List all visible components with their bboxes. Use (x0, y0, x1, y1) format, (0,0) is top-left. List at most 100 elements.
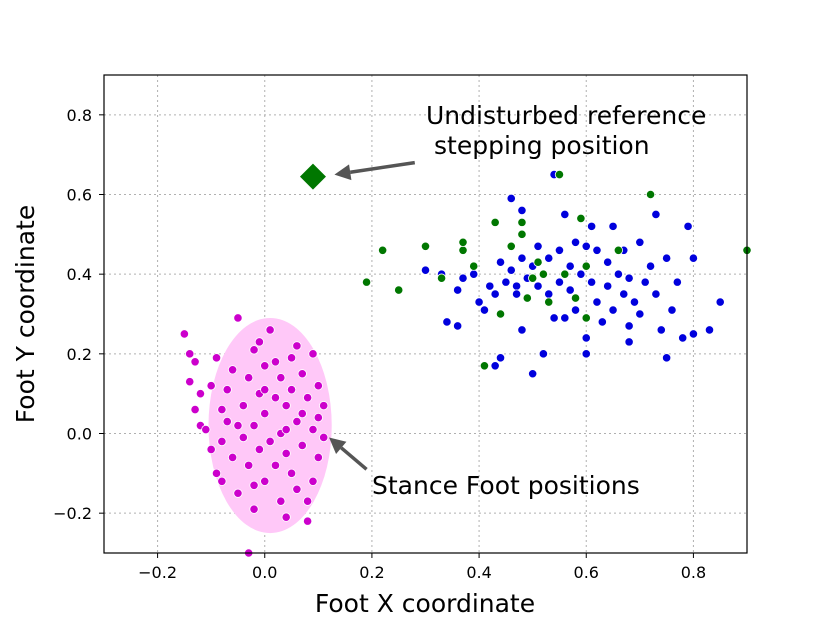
scatter-point-s2-12 (217, 436, 227, 447)
scatter-point-s2-32 (265, 436, 275, 447)
scatter-point-s2-49 (303, 516, 313, 526)
scatter-point-s0-76 (495, 353, 506, 363)
scatter-point-s2-65 (303, 496, 313, 506)
scatter-point-s0-9 (485, 281, 495, 291)
scatter-point-s0-7 (474, 297, 484, 307)
scatter-point-s2-39 (281, 448, 291, 459)
scatter-point-s2-25 (249, 504, 259, 514)
scatter-point-s1-16 (533, 257, 543, 267)
scatter-point-s2-17 (233, 313, 243, 323)
scatter-point-s2-60 (254, 337, 264, 347)
scatter-point-s2-38 (281, 401, 291, 411)
scatter-point-s0-75 (624, 337, 634, 347)
scatter-point-s2-3 (190, 404, 200, 415)
scatter-point-s2-19 (238, 401, 248, 411)
y-axis-label: Foot Y coordinate (11, 205, 40, 423)
y-tick-label-1: 0.0 (67, 425, 92, 444)
scatter-point-s2-54 (313, 452, 323, 462)
scatter-point-s1-24 (581, 313, 591, 323)
scatter-point-s1-9 (490, 217, 500, 227)
scatter-point-s2-14 (222, 416, 232, 427)
scatter-point-s0-19 (517, 205, 527, 216)
scatter-point-s1-12 (517, 229, 527, 239)
scatter-point-s0-58 (635, 309, 645, 319)
scatter-point-s2-9 (211, 353, 222, 363)
scatter-point-s0-64 (662, 253, 672, 263)
scatter-point-s1-14 (522, 293, 532, 303)
scatter-point-s0-31 (554, 245, 565, 255)
annotation-arrow-shaft-1 (340, 446, 368, 471)
reference-step-marker (299, 163, 326, 190)
scatter-point-s1-23 (581, 261, 591, 271)
scatter-point-s0-68 (678, 333, 688, 343)
scatter-point-s2-30 (260, 476, 270, 486)
scatter-point-s0-71 (688, 253, 699, 263)
scatter-point-s0-4 (453, 285, 463, 295)
annotation-text-1-0: Stance Foot positions (372, 471, 640, 500)
scatter-point-s2-43 (292, 416, 302, 427)
x-tick-label-2: 0.2 (359, 563, 384, 582)
scatter-point-s0-25 (538, 349, 548, 359)
scatter-point-s2-56 (319, 401, 329, 411)
scatter-point-s0-28 (544, 253, 554, 263)
plot-frame (103, 74, 748, 554)
scatter-point-s0-62 (651, 289, 661, 299)
x-tick-label-5: 0.8 (681, 563, 706, 582)
scatter-point-s1-20 (560, 269, 570, 279)
scatter-point-s1-4 (436, 273, 447, 283)
scatter-point-s1-17 (538, 269, 548, 279)
scatter-point-s0-0 (420, 265, 431, 275)
scatter-point-s2-6 (201, 424, 211, 435)
reference-marker-layer (299, 163, 326, 190)
scatter-point-s0-70 (688, 329, 699, 339)
scatter-point-s2-53 (313, 381, 323, 391)
scatter-point-s0-8 (479, 305, 490, 315)
scatter-point-s2-10 (211, 468, 222, 478)
scatter-point-s0-13 (501, 277, 511, 287)
scatter-point-s2-40 (286, 353, 297, 363)
scatter-point-s1-25 (613, 245, 624, 255)
scatter-point-s0-66 (667, 305, 677, 315)
scatter-point-s0-46 (597, 317, 607, 327)
scatter-point-s0-41 (581, 333, 591, 343)
scatter-point-s2-18 (233, 488, 243, 498)
annotation-arrow-shaft-0 (349, 160, 416, 174)
scatter-point-s2-2 (185, 377, 195, 387)
scatter-point-s0-10 (490, 289, 500, 299)
scatter-point-s2-28 (260, 361, 270, 371)
y-tick-label-0: −0.2 (53, 504, 92, 523)
data-points (179, 169, 752, 558)
scatter-point-s2-37 (276, 496, 286, 506)
scatter-point-s0-38 (570, 305, 581, 315)
scatter-point-s0-47 (603, 257, 613, 267)
scatter-point-s0-18 (517, 253, 527, 263)
scatter-point-s2-55 (313, 412, 323, 423)
scatter-point-s0-33 (560, 313, 570, 323)
scatter-point-s1-13 (517, 217, 527, 227)
scatter-point-s1-3 (420, 241, 431, 251)
scatter-point-s2-62 (292, 341, 302, 351)
scatter-point-s2-45 (297, 369, 307, 379)
y-tick-label-5: 0.8 (67, 106, 92, 125)
scatter-point-s2-35 (276, 373, 286, 383)
scatter-point-s0-44 (592, 297, 602, 307)
scatter-point-s1-18 (544, 297, 554, 307)
scatter-point-s2-67 (260, 385, 270, 395)
scatter-point-s2-47 (297, 440, 307, 451)
scatter-point-s0-15 (506, 193, 516, 204)
scatter-point-s1-0 (361, 277, 372, 287)
scatter-point-s0-17 (511, 289, 522, 299)
x-tick-label-3: 0.4 (466, 563, 491, 582)
scatter-point-s0-73 (715, 297, 725, 307)
scatter-point-s2-50 (308, 349, 318, 359)
scatter-point-s2-51 (308, 424, 318, 435)
scatter-point-s2-44 (292, 484, 302, 494)
scatter-point-s0-23 (533, 241, 543, 251)
scatter-point-s0-34 (560, 209, 570, 220)
scatter-point-s2-23 (249, 345, 259, 355)
scatter-point-s2-69 (249, 480, 259, 490)
scatter-point-s2-0 (179, 329, 189, 339)
scatter-point-s2-24 (249, 420, 259, 431)
